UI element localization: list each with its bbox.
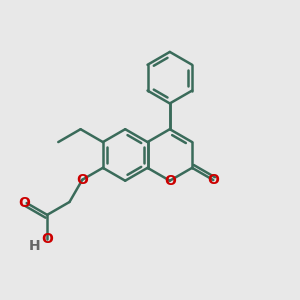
Text: O: O	[41, 232, 53, 246]
Text: O: O	[164, 174, 176, 188]
Text: O: O	[207, 173, 219, 187]
Text: O: O	[76, 173, 88, 187]
Text: O: O	[19, 196, 31, 210]
Text: H: H	[28, 239, 40, 254]
